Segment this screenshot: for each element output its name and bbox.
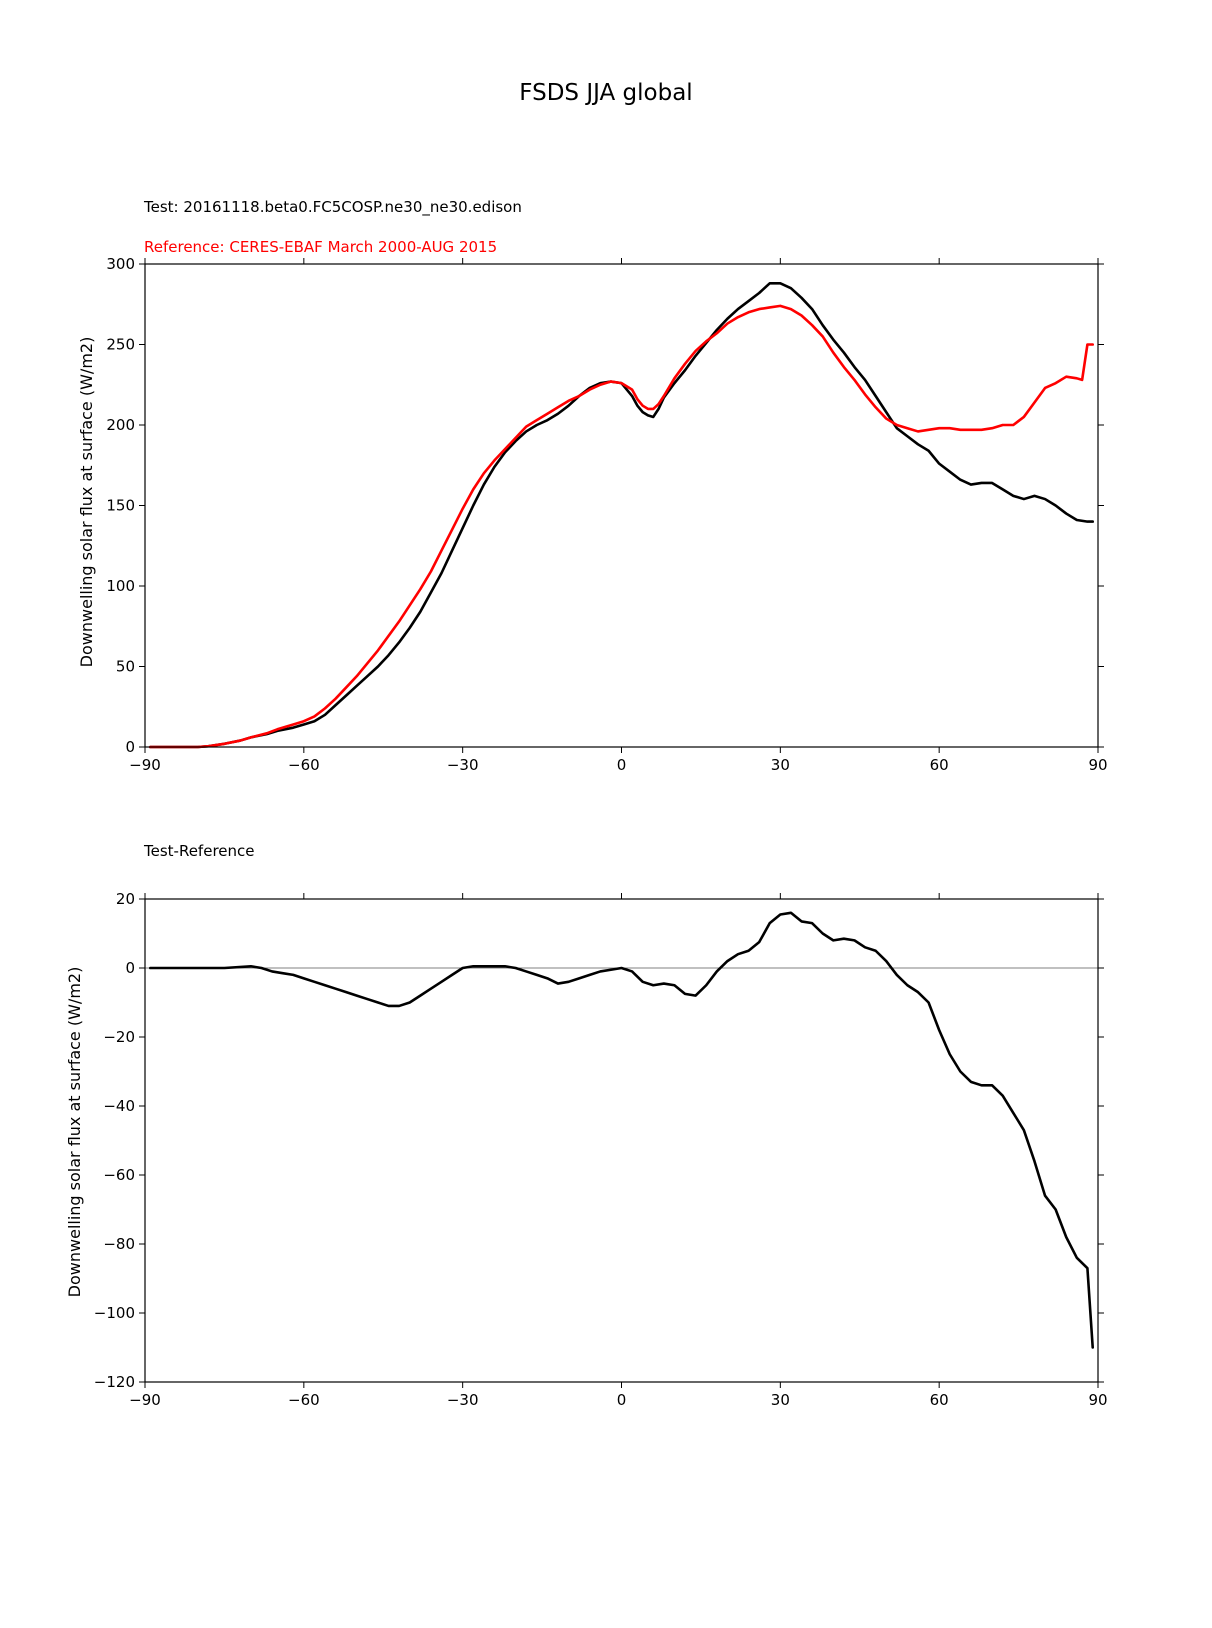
top-y-tick-label: 0 xyxy=(125,738,135,756)
bottom-x-tick-label: 30 xyxy=(771,1391,790,1409)
top-x-tick-label: 30 xyxy=(771,756,790,774)
top-y-axis-label: Downwelling solar flux at surface (W/m2) xyxy=(77,337,96,668)
figure-title: FSDS JJA global xyxy=(519,80,692,106)
top-x-tick-label: 90 xyxy=(1088,756,1107,774)
top-plot-area: −90 −60 −30 0 30 60 90 0 50 100 150 200 250 300 xyxy=(106,255,1107,774)
top-y-tick-label: 250 xyxy=(106,336,135,354)
bottom-x-tick-label: 60 xyxy=(930,1391,949,1409)
bottom-y-axis-label: Downwelling solar flux at surface (W/m2) xyxy=(65,967,84,1298)
top-y-tick-label: 100 xyxy=(106,577,135,595)
top-x-tick-label: −60 xyxy=(288,756,320,774)
bottom-y-tick-label: −60 xyxy=(103,1166,135,1184)
top-chart: Test: 20161118.beta0.FC5COSP.ne30_ne30.e… xyxy=(77,198,1108,774)
difference-title: Test-Reference xyxy=(143,842,255,860)
top-y-tick-label: 300 xyxy=(106,255,135,273)
bottom-y-tick-label: −20 xyxy=(103,1028,135,1046)
top-y-tick-label: 150 xyxy=(106,497,135,515)
bottom-x-tick-label: 0 xyxy=(617,1391,627,1409)
top-x-tick-label: 0 xyxy=(617,756,627,774)
top-x-tick-label: −90 xyxy=(129,756,161,774)
top-y-tick-label: 200 xyxy=(106,416,135,434)
bottom-series-line-0 xyxy=(148,911,1095,1349)
bottom-axes-frame xyxy=(144,898,1099,1383)
bottom-x-tick-label: 90 xyxy=(1088,1391,1107,1409)
test-label: Test: 20161118.beta0.FC5COSP.ne30_ne30.e… xyxy=(143,198,522,217)
top-axes-frame xyxy=(144,263,1099,748)
top-x-tick-label: −30 xyxy=(447,756,479,774)
bottom-x-tick-label: −90 xyxy=(129,1391,161,1409)
reference-label: Reference: CERES-EBAF March 2000-AUG 201… xyxy=(144,238,497,256)
top-series-line-0 xyxy=(148,282,1095,749)
top-series-line-1 xyxy=(148,304,1095,749)
bottom-y-tick-label: 20 xyxy=(116,890,135,908)
bottom-plot-area: −90 −60 −30 0 30 60 90 −120 −100 −80 −60 −40 −20 0 20 xyxy=(94,890,1108,1409)
bottom-x-tick-label: −30 xyxy=(447,1391,479,1409)
bottom-y-tick-label: −40 xyxy=(103,1097,135,1115)
top-y-tick-label: 50 xyxy=(116,658,135,676)
bottom-y-tick-label: −100 xyxy=(94,1304,135,1322)
top-x-tick-label: 60 xyxy=(930,756,949,774)
bottom-y-tick-label: 0 xyxy=(125,959,135,977)
bottom-y-tick-label: −80 xyxy=(103,1235,135,1253)
bottom-y-tick-label: −120 xyxy=(94,1373,135,1391)
bottom-x-tick-label: −60 xyxy=(288,1391,320,1409)
bottom-chart: Test-Reference Downwelling solar flux at… xyxy=(65,842,1108,1409)
